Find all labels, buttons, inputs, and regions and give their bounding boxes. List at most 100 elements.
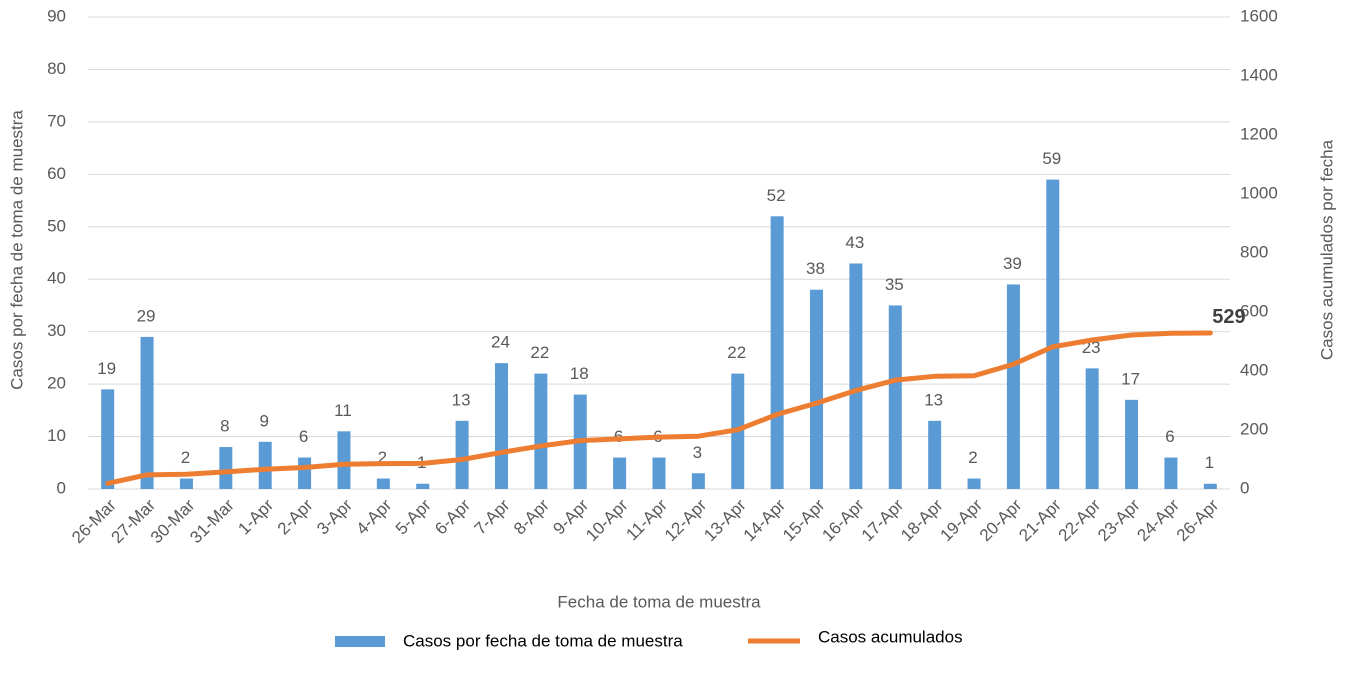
y2-tick-label: 1200 bbox=[1240, 124, 1278, 143]
bar bbox=[1203, 483, 1217, 489]
data-label: 13 bbox=[452, 390, 471, 409]
bar bbox=[416, 483, 430, 489]
data-label: 18 bbox=[570, 364, 589, 383]
y-tick-label: 90 bbox=[47, 6, 66, 25]
bar bbox=[1085, 368, 1099, 489]
x-tick-label: 22-Apr bbox=[1055, 495, 1105, 545]
y2-tick-label: 400 bbox=[1240, 360, 1268, 379]
data-label: 1 bbox=[1205, 453, 1214, 472]
data-label: 22 bbox=[530, 343, 549, 362]
y-tick-label: 20 bbox=[47, 374, 66, 393]
x-tick-label: 13-Apr bbox=[700, 495, 750, 545]
x-tick-label: 12-Apr bbox=[661, 495, 711, 545]
bar bbox=[1125, 399, 1139, 489]
x-tick-label: 7-Apr bbox=[471, 495, 514, 538]
y2-tick-label: 1600 bbox=[1240, 6, 1278, 25]
y2-tick-label: 1000 bbox=[1240, 183, 1278, 202]
y-tick-label: 80 bbox=[47, 59, 66, 78]
x-tick-label: 3-Apr bbox=[313, 495, 356, 538]
bar bbox=[140, 336, 154, 489]
y-axis-title: Casos por fecha de toma de muestra bbox=[7, 110, 26, 390]
data-label: 29 bbox=[137, 306, 156, 325]
x-tick-label: 8-Apr bbox=[510, 495, 553, 538]
data-label: 6 bbox=[299, 427, 308, 446]
data-label: 59 bbox=[1042, 149, 1061, 168]
y2-tick-label: 1400 bbox=[1240, 65, 1278, 84]
data-label: 2 bbox=[181, 448, 190, 467]
x-tick-label: 31-Mar bbox=[186, 495, 238, 547]
x-tick-label: 23-Apr bbox=[1094, 495, 1144, 545]
y2-axis-title: Casos acumulados por fecha bbox=[1317, 139, 1336, 360]
legend-label: Casos por fecha de toma de muestra bbox=[403, 631, 683, 650]
bar bbox=[1164, 457, 1178, 489]
x-tick-label: 26-Apr bbox=[1173, 495, 1223, 545]
bar bbox=[691, 473, 705, 489]
data-label: 3 bbox=[693, 443, 702, 462]
y2-tick-label: 0 bbox=[1240, 478, 1249, 497]
data-label: 35 bbox=[885, 275, 904, 294]
data-label: 11 bbox=[334, 401, 352, 420]
bar bbox=[810, 289, 824, 489]
y2-tick-label: 200 bbox=[1240, 419, 1268, 438]
bar bbox=[613, 457, 627, 489]
bar bbox=[101, 389, 115, 489]
bar bbox=[770, 216, 784, 490]
data-label: 8 bbox=[220, 417, 229, 436]
data-label: 22 bbox=[727, 343, 746, 362]
x-tick-label: 10-Apr bbox=[582, 495, 632, 545]
x-tick-label: 15-Apr bbox=[779, 495, 829, 545]
bar bbox=[179, 478, 193, 489]
x-tick-label: 24-Apr bbox=[1133, 495, 1183, 545]
x-tick-label: 18-Apr bbox=[897, 495, 947, 545]
data-label: 6 bbox=[1165, 427, 1174, 446]
data-label: 43 bbox=[845, 233, 864, 252]
bar bbox=[455, 420, 469, 489]
bar bbox=[337, 431, 351, 489]
data-label: 38 bbox=[806, 259, 825, 278]
y-tick-label: 30 bbox=[47, 321, 66, 340]
data-label: 13 bbox=[924, 390, 943, 409]
data-label: 39 bbox=[1003, 254, 1022, 273]
y2-tick-label: 600 bbox=[1240, 301, 1268, 320]
y-tick-label: 70 bbox=[47, 111, 66, 130]
bar bbox=[494, 363, 508, 489]
y-tick-label: 40 bbox=[47, 269, 66, 288]
y2-tick-label: 800 bbox=[1240, 242, 1268, 261]
bar bbox=[219, 447, 233, 489]
x-tick-label: 2-Apr bbox=[274, 495, 317, 538]
bar bbox=[967, 478, 981, 489]
y-tick-label: 50 bbox=[47, 216, 66, 235]
bar bbox=[1046, 179, 1060, 490]
bar bbox=[298, 457, 312, 489]
x-tick-label: 14-Apr bbox=[740, 495, 790, 545]
bar bbox=[849, 263, 863, 489]
bar bbox=[534, 373, 548, 489]
y-tick-label: 60 bbox=[47, 164, 66, 183]
x-tick-label: 11-Apr bbox=[622, 495, 671, 544]
bar bbox=[888, 305, 902, 489]
data-label: 52 bbox=[767, 186, 786, 205]
bar bbox=[1006, 284, 1020, 489]
x-tick-label: 4-Apr bbox=[353, 495, 396, 538]
data-label: 9 bbox=[259, 411, 268, 430]
end-label: 529 bbox=[1212, 306, 1245, 328]
bar bbox=[376, 478, 390, 489]
data-label: 24 bbox=[491, 333, 510, 352]
x-tick-label: 6-Apr bbox=[431, 495, 474, 538]
legend-label: Casos acumulados bbox=[818, 627, 963, 646]
data-label: 2 bbox=[968, 448, 977, 467]
bar bbox=[928, 420, 942, 489]
x-axis-title: Fecha de toma de muestra bbox=[557, 592, 761, 611]
data-label: 17 bbox=[1121, 369, 1140, 388]
x-tick-label: 16-Apr bbox=[818, 495, 868, 545]
x-tick-label: 20-Apr bbox=[976, 495, 1026, 545]
x-tick-label: 1-Apr bbox=[234, 495, 277, 538]
data-label: 2 bbox=[378, 448, 387, 467]
x-tick-label: 21-Apr bbox=[1015, 495, 1065, 545]
legend-swatch bbox=[335, 636, 385, 647]
x-tick-label: 17-Apr bbox=[858, 495, 908, 545]
bar bbox=[652, 457, 666, 489]
data-label: 19 bbox=[97, 359, 116, 378]
y-tick-label: 10 bbox=[47, 426, 66, 445]
